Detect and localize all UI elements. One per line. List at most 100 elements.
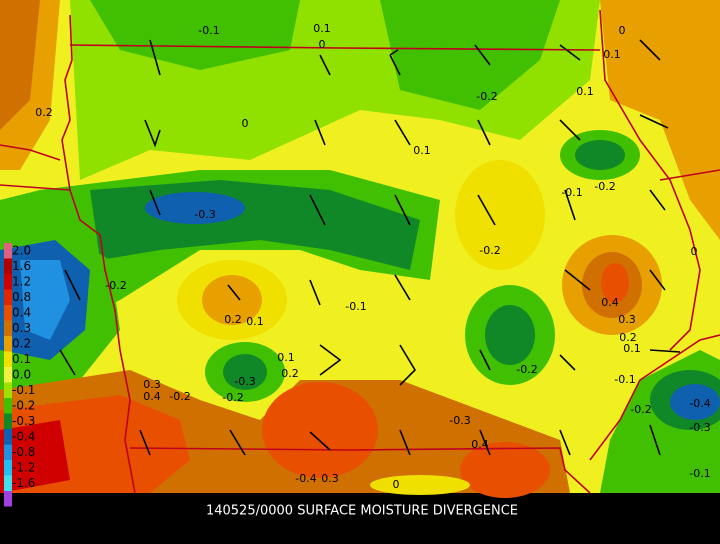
border xyxy=(589,334,720,461)
contour-label: 0.2 xyxy=(619,331,637,344)
legend-label: 0.0 xyxy=(12,367,31,381)
contour-label: 0.2 xyxy=(224,313,242,326)
legend-swatch xyxy=(4,367,12,383)
wind-barb xyxy=(399,344,417,386)
legend: 2.01.61.20.80.40.30.20.10.0-0.1-0.2-0.3-… xyxy=(4,243,35,507)
contour-label: -0.3 xyxy=(449,414,470,427)
contour-label: -0.4 xyxy=(689,397,710,410)
contour-label: -0.3 xyxy=(194,208,215,221)
wind-barb xyxy=(144,119,161,148)
border xyxy=(599,9,701,351)
contour-label: -0.1 xyxy=(689,467,710,480)
legend-swatch xyxy=(4,460,12,476)
border xyxy=(69,44,601,51)
contour-label: 0.1 xyxy=(413,144,431,157)
wind-barb xyxy=(399,429,411,456)
contour-label: -0.4 xyxy=(295,472,316,485)
wind-barb xyxy=(649,269,666,291)
wind-barb xyxy=(319,54,331,76)
wind-barb xyxy=(59,349,76,376)
border xyxy=(129,447,591,494)
wind-barb xyxy=(649,349,681,353)
wind-barb xyxy=(227,284,241,301)
wind-barb xyxy=(477,119,491,146)
contour-label: 0 xyxy=(242,117,249,130)
field-dark-green xyxy=(575,140,625,170)
legend-label: 2.0 xyxy=(12,243,31,257)
field-red xyxy=(460,442,550,498)
contour-label: 0.3 xyxy=(143,378,161,391)
legend-swatch xyxy=(4,289,12,305)
field-dark-red xyxy=(0,420,70,493)
legend-label: -0.4 xyxy=(12,429,35,443)
wind-barb xyxy=(149,39,161,76)
field-light-blue xyxy=(20,260,70,340)
wind-barb xyxy=(309,431,331,451)
contour-label: 0.1 xyxy=(277,351,295,364)
wind-barbs xyxy=(59,39,681,456)
field-orange xyxy=(600,0,720,240)
contour-label: 0.1 xyxy=(246,315,264,328)
border xyxy=(0,184,71,191)
legend-label: -0.3 xyxy=(12,414,35,428)
legend-swatch xyxy=(4,429,12,445)
contour-label: 0 xyxy=(691,245,698,258)
legend-label: 0.8 xyxy=(12,290,31,304)
contour-labels: -0.1 0.1 0 0 0.1 0.1 -0.2 0.2 0 0.1 -0.1 -0.2 -0.3 -0… xyxy=(35,22,710,491)
contour-label: -0.3 xyxy=(689,421,710,434)
contour-label: -0.2 xyxy=(476,90,497,103)
wind-barb xyxy=(309,194,326,226)
contour-label: -0.2 xyxy=(169,390,190,403)
contour-label: -0.2 xyxy=(516,363,537,376)
wind-barb xyxy=(394,194,411,226)
wind-barb xyxy=(639,114,669,129)
legend-swatch xyxy=(4,491,12,507)
legend-swatch xyxy=(4,274,12,290)
wind-barb xyxy=(394,274,411,301)
legend-label: 1.2 xyxy=(12,274,31,288)
contour-label: 0.1 xyxy=(623,342,641,355)
wind-barb xyxy=(477,194,496,226)
field xyxy=(0,0,720,498)
legend-swatch xyxy=(4,305,12,321)
contour-label: 0.4 xyxy=(143,390,161,403)
field-red xyxy=(601,263,629,303)
legend-swatch xyxy=(4,351,12,367)
wind-barb xyxy=(649,424,661,456)
contour-label: 0.3 xyxy=(618,313,636,326)
legend-swatch xyxy=(4,444,12,460)
wind-barb xyxy=(559,119,581,141)
contour-label: -0.2 xyxy=(479,244,500,257)
legend-swatch xyxy=(4,382,12,398)
wind-barb xyxy=(64,269,81,301)
field-dark-green xyxy=(223,354,267,390)
field-dark-orange xyxy=(0,0,40,130)
field-dark-green xyxy=(485,305,535,365)
wind-barb xyxy=(649,189,666,211)
wind-barb xyxy=(149,189,161,216)
border xyxy=(61,14,136,494)
legend-label: 0.4 xyxy=(12,305,31,319)
wind-barb xyxy=(229,429,246,456)
wind-barb xyxy=(479,349,491,371)
wind-barb xyxy=(309,279,321,306)
contour-label: -0.1 xyxy=(561,186,582,199)
wind-barb xyxy=(559,429,571,456)
field-green xyxy=(90,0,300,70)
wind-barb xyxy=(394,119,411,146)
legend-label: -1.2 xyxy=(12,460,35,474)
wind-barb xyxy=(389,49,401,76)
legend-label: -2.0 xyxy=(12,491,35,505)
field-blue xyxy=(145,192,245,224)
legend-label: -1.6 xyxy=(12,476,35,490)
wind-barb xyxy=(319,344,342,376)
field-green xyxy=(380,0,560,110)
legend-swatch xyxy=(4,413,12,429)
field-red xyxy=(262,382,378,478)
legend-swatch xyxy=(4,320,12,336)
contour-label: -0.2 xyxy=(630,403,651,416)
legend-label: -0.8 xyxy=(12,445,35,459)
wind-barb xyxy=(564,189,576,221)
field-orange xyxy=(202,275,262,325)
